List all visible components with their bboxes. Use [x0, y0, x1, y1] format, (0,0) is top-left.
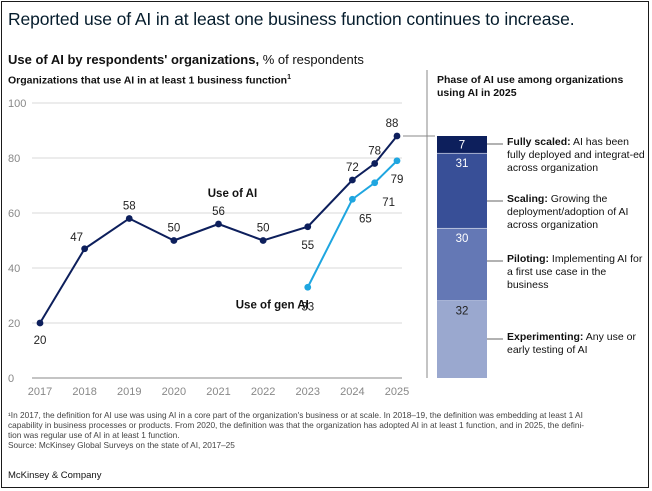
data-point — [215, 220, 222, 228]
data-label: 50 — [257, 223, 270, 235]
bar-segment — [437, 136, 487, 153]
segment-name: Scaling: — [507, 193, 548, 205]
segment-value-label: 7 — [459, 139, 465, 151]
segment-desc-text: Any use or early testing of AI — [507, 331, 636, 356]
x-tick-label: 2020 — [162, 386, 186, 398]
data-label: 55 — [301, 240, 314, 252]
chart-subtitle: Use of AI by respondents' organizations,… — [8, 52, 364, 67]
page-title: Reported use of AI in at least one busin… — [8, 9, 575, 29]
data-point — [81, 245, 89, 253]
brand-name: McKinsey & Company — [8, 470, 102, 481]
data-point — [371, 179, 379, 187]
segment-desc-text: AI has been fully deployed and integrat-… — [507, 136, 645, 174]
data-label: 65 — [359, 213, 372, 225]
x-tick-label: 2021 — [206, 386, 230, 398]
footnote-line: tion was regular use of AI in at least 1… — [8, 430, 180, 440]
source-line: Source: McKinsey Global Surveys on the s… — [8, 440, 235, 450]
x-tick-label: 2017 — [28, 386, 52, 398]
subtitle-rest: % of respondents — [259, 52, 364, 67]
line-chart-label-text: Organizations that use AI in at least 1 … — [8, 74, 288, 87]
grid-lines: 0 20 40 60 80 100 2017 2018 2019 2020 2021 2022 2023… — [8, 98, 409, 398]
data-label: 72 — [346, 162, 359, 174]
data-point — [393, 157, 401, 165]
data-label: 47 — [70, 232, 83, 244]
footnote-marker: 1 — [287, 74, 291, 81]
stacked-bar-label: Phase of AI use among organizations usin… — [437, 74, 624, 99]
segment-value-label: 32 — [456, 306, 469, 318]
series-line — [39, 135, 398, 324]
data-point — [348, 195, 356, 203]
x-tick-label: 2024 — [340, 386, 364, 398]
x-tick-label: 2022 — [251, 386, 275, 398]
segment-value-label: 31 — [456, 158, 469, 170]
y-tick-label: 100 — [8, 98, 26, 110]
bar-segment — [437, 227, 487, 301]
footnote: ¹In 2017, the definition for AI use was … — [8, 410, 638, 450]
data-point — [304, 223, 312, 231]
stacked-bar: 32 30 31 7 — [437, 136, 503, 378]
data-label: 20 — [34, 335, 47, 347]
y-tick-label: 80 — [8, 153, 20, 165]
segment-description: Scaling: Growing the deployment/adoption… — [507, 193, 647, 232]
series-name-label: Use of gen AI — [236, 299, 309, 311]
segment-name: Fully scaled: — [507, 136, 571, 148]
data-labels: 20 47 58 50 56 50 55 72 78 88 Use of AI 33 65 71 79 Use… — [34, 118, 404, 347]
segment-description: Fully scaled: AI has been fully deployed… — [507, 136, 647, 175]
y-tick-label: 0 — [8, 373, 14, 385]
bar-segment — [437, 152, 487, 228]
series-points — [36, 132, 401, 327]
bar-segment — [437, 300, 487, 378]
series-line — [306, 160, 398, 288]
subtitle-bold: Use of AI by respondents' organizations, — [8, 52, 260, 67]
data-point — [125, 215, 133, 222]
footnote-line: ¹In 2017, the definition for AI use was … — [8, 410, 583, 420]
data-point — [259, 237, 267, 244]
data-point — [393, 132, 401, 140]
y-tick-label: 60 — [8, 208, 20, 220]
series-name-label: Use of AI — [208, 188, 257, 200]
segment-name: Experimenting: — [507, 331, 584, 343]
data-label: 56 — [212, 206, 225, 218]
data-label: 78 — [368, 146, 381, 158]
segment-value-label: 30 — [456, 233, 469, 245]
data-label: 88 — [386, 118, 399, 130]
y-tick-label: 40 — [8, 263, 20, 275]
data-point — [170, 237, 178, 244]
data-label: 71 — [382, 197, 395, 209]
data-point — [36, 319, 44, 327]
data-label: 58 — [123, 201, 136, 213]
segment-desc-text: Implementing AI for a first use case in … — [507, 253, 643, 291]
series-lines — [39, 70, 435, 378]
data-label: 79 — [391, 174, 404, 186]
x-tick-label: 2019 — [117, 386, 141, 398]
segment-description: Piloting: Implementing AI for a first us… — [507, 253, 647, 292]
footnote-line: capability in business processes or prod… — [8, 420, 585, 430]
segment-name: Piloting: — [507, 253, 549, 265]
x-tick-label: 2018 — [72, 386, 96, 398]
x-tick-label: 2023 — [296, 386, 320, 398]
y-tick-label: 20 — [8, 318, 20, 330]
data-point — [371, 160, 379, 167]
data-label: 33 — [301, 301, 314, 313]
data-point — [348, 176, 356, 184]
x-tick-label: 2025 — [385, 386, 409, 398]
data-point — [304, 283, 312, 291]
line-chart-label: Organizations that use AI in at least 1 … — [8, 74, 291, 87]
data-label: 50 — [167, 223, 180, 235]
segment-desc-text: Growing the deployment/adoption of AI ac… — [507, 193, 629, 231]
segment-description: Experimenting: Any use or early testing … — [507, 331, 647, 357]
